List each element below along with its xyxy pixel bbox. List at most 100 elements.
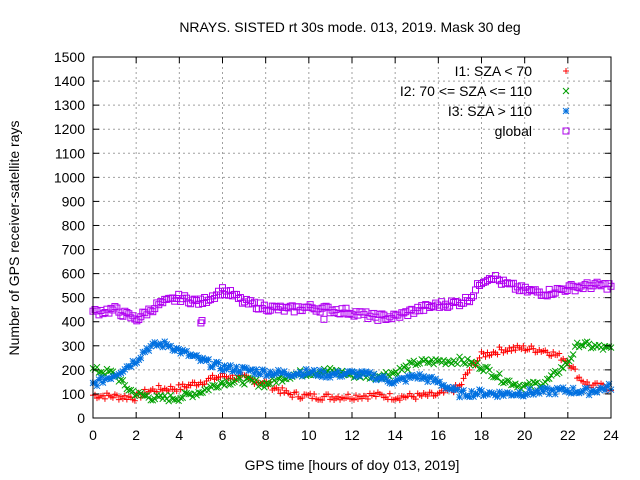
data-point [272, 379, 280, 387]
data-point [446, 302, 454, 310]
data-point [189, 296, 197, 304]
data-point [569, 351, 577, 358]
data-point [548, 353, 555, 360]
data-point [207, 296, 215, 304]
data-point [352, 392, 359, 399]
data-point [153, 388, 160, 395]
data-point [289, 394, 296, 401]
y-tick-label: 1100 [55, 145, 85, 161]
data-point [237, 374, 244, 382]
data-point [372, 393, 379, 400]
data-point [262, 379, 270, 387]
data-point [250, 298, 258, 306]
data-point [193, 391, 200, 399]
x-tick-label: 6 [219, 427, 227, 443]
data-point [531, 286, 539, 294]
data-point [412, 361, 420, 369]
data-point [496, 370, 503, 378]
data-point [230, 290, 238, 298]
data-point [137, 354, 145, 362]
data-point [213, 291, 221, 299]
data-point [260, 301, 268, 309]
data-point [173, 388, 180, 395]
legend: I1: SZA < 70 I2: 70 <= SZA <= 110 I3: SZ… [400, 63, 570, 139]
data-point [117, 376, 125, 384]
data-point [125, 386, 133, 394]
series-2 [89, 338, 615, 401]
x-tick-label: 8 [262, 427, 270, 443]
data-point [127, 363, 135, 371]
y-tick-label: 200 [62, 362, 86, 378]
data-point [530, 345, 537, 352]
data-point [491, 272, 499, 280]
data-point [215, 383, 222, 391]
data-point [177, 386, 184, 393]
data-point [474, 280, 482, 288]
legend-marker [562, 107, 570, 115]
y-tick-label: 600 [62, 266, 86, 282]
data-point [147, 396, 155, 404]
data-point [362, 308, 370, 316]
data-point [277, 390, 284, 397]
data-point [396, 313, 404, 321]
data-point [191, 379, 198, 386]
x-tick-label: 12 [344, 427, 360, 443]
data-point [517, 282, 525, 290]
y-tick-label: 1200 [54, 121, 85, 137]
legend-label-i1: I1: SZA < 70 [455, 63, 533, 79]
data-point [508, 381, 515, 389]
data-point [248, 300, 256, 308]
data-point [576, 374, 583, 381]
data-point [262, 306, 270, 314]
data-point [151, 395, 159, 403]
data-point [378, 310, 386, 318]
data-point [350, 312, 358, 320]
data-point [155, 382, 162, 389]
data-point [510, 344, 517, 351]
data-point [520, 342, 527, 349]
data-point [217, 379, 224, 387]
y-tick-label: 1500 [54, 49, 85, 65]
data-point [183, 384, 190, 391]
data-point [428, 389, 435, 396]
data-point [121, 307, 129, 315]
data-point [159, 343, 167, 351]
data-point [418, 393, 425, 400]
data-point [426, 304, 434, 312]
data-point [175, 381, 182, 388]
data-point [175, 290, 183, 298]
data-point [434, 357, 442, 365]
data-point [101, 395, 108, 402]
data-point [221, 382, 228, 389]
data-point [500, 379, 507, 387]
data-point [127, 386, 135, 394]
data-point [350, 396, 357, 403]
data-point [466, 361, 473, 369]
data-point [300, 371, 308, 378]
data-point [549, 368, 557, 376]
x-tick-label: 16 [431, 427, 447, 443]
data-point [235, 374, 242, 382]
data-point [335, 393, 342, 400]
data-point [466, 298, 474, 306]
data-point [474, 359, 481, 367]
data-point [416, 359, 424, 367]
data-point [119, 395, 126, 402]
data-point [549, 290, 557, 298]
data-point [581, 339, 589, 346]
data-point [329, 393, 336, 400]
data-point [220, 291, 228, 299]
data-point [119, 376, 127, 384]
chart-title: NRAYS. SISTED rt 30s mode. 013, 2019. Ma… [179, 19, 520, 35]
data-point [430, 360, 438, 368]
x-axis-label: GPS time [hours of doy 013, 2019] [245, 457, 460, 473]
data-point [107, 367, 115, 375]
data-point [482, 353, 489, 360]
data-point [472, 286, 480, 294]
data-point [233, 363, 240, 371]
data-point [426, 359, 434, 367]
data-point [544, 349, 551, 356]
data-point [533, 379, 541, 386]
data-point [565, 282, 573, 290]
